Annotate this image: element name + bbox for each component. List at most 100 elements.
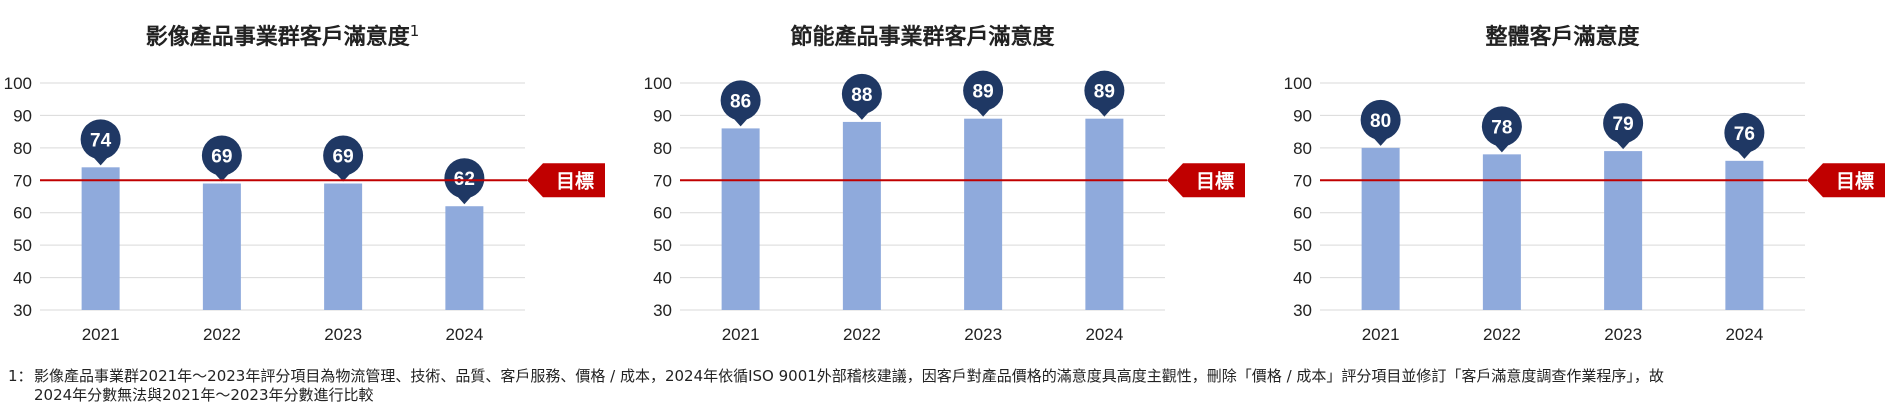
bar bbox=[1482, 154, 1521, 310]
target-flag: 目標 bbox=[1807, 163, 1885, 198]
data-label-pin: 88 bbox=[841, 73, 882, 120]
data-label: 89 bbox=[1094, 82, 1115, 103]
data-label-pin: 79 bbox=[1603, 103, 1644, 150]
y-tick-label: 80 bbox=[13, 139, 32, 158]
x-tick-label: 2023 bbox=[964, 325, 1002, 344]
data-label: 79 bbox=[1613, 114, 1634, 135]
pin-circle bbox=[963, 70, 1004, 111]
chart-svg: 影像產品事業群客戶滿意度1 30 40 50 60 70 80 90 100 2021 74 2022… bbox=[4, 22, 605, 344]
bar bbox=[202, 183, 241, 310]
chart-title: 節能產品事業群客戶滿意度 bbox=[790, 24, 1055, 50]
data-label-pin: 76 bbox=[1724, 112, 1765, 159]
data-label: 76 bbox=[1734, 124, 1755, 145]
x-tick-label: 2024 bbox=[445, 325, 483, 344]
bar bbox=[842, 121, 881, 311]
chart-title-text: 影像產品事業群客戶滿意度 bbox=[146, 24, 411, 50]
x-tick-label: 2022 bbox=[843, 325, 881, 344]
pin-circle bbox=[1360, 99, 1401, 140]
y-tick-label: 80 bbox=[653, 139, 672, 158]
y-tick-label: 100 bbox=[644, 74, 672, 93]
footnote-line2: 2024年分數無法與2021年～2023年分數進行比較 bbox=[34, 386, 374, 404]
pin-circle bbox=[444, 158, 485, 199]
target-flag: 目標 bbox=[527, 163, 605, 198]
x-tick-label: 2024 bbox=[1725, 325, 1763, 344]
target-label: 目標 bbox=[556, 169, 594, 192]
pin-circle bbox=[1724, 112, 1765, 153]
pin-circle bbox=[1481, 106, 1522, 147]
y-tick-label: 90 bbox=[1293, 106, 1312, 125]
y-tick-label: 50 bbox=[1293, 236, 1312, 255]
bar bbox=[324, 183, 363, 310]
pin-circle bbox=[1603, 103, 1644, 144]
target-flag-shape bbox=[1167, 163, 1245, 198]
y-tick-label: 90 bbox=[653, 106, 672, 125]
data-label-pin: 89 bbox=[963, 70, 1004, 117]
y-tick-label: 60 bbox=[1293, 204, 1312, 223]
pin-circle bbox=[201, 135, 242, 176]
target-label: 目標 bbox=[1196, 169, 1234, 192]
chart-title: 整體客戶滿意度 bbox=[1485, 24, 1640, 50]
pin-circle bbox=[323, 135, 364, 176]
pin-circle bbox=[1084, 70, 1125, 111]
x-tick-label: 2021 bbox=[82, 325, 120, 344]
bar bbox=[1085, 118, 1124, 311]
pin-circle bbox=[80, 119, 121, 160]
x-tick-label: 2023 bbox=[1604, 325, 1642, 344]
data-label: 89 bbox=[973, 82, 994, 103]
chart-imaging-satisfaction: 影像產品事業群客戶滿意度1 30 40 50 60 70 80 90 100 2021 74 2022… bbox=[0, 0, 610, 360]
y-tick-label: 40 bbox=[1293, 269, 1312, 288]
y-tick-label: 40 bbox=[653, 269, 672, 288]
data-label: 74 bbox=[90, 130, 112, 151]
chart-energy-satisfaction: 節能產品事業群客戶滿意度 30 40 50 60 70 80 90 100 2021 86 2022 8… bbox=[640, 0, 1250, 360]
x-tick-label: 2024 bbox=[1085, 325, 1123, 344]
data-label-pin: 89 bbox=[1084, 70, 1125, 117]
bar bbox=[721, 128, 760, 310]
data-label: 69 bbox=[211, 147, 232, 168]
chart-title-text: 整體客戶滿意度 bbox=[1485, 24, 1640, 50]
data-label-pin: 69 bbox=[201, 135, 242, 182]
y-tick-label: 70 bbox=[1293, 171, 1312, 190]
chart-svg: 整體客戶滿意度 30 40 50 60 70 80 90 100 2021 80 2022 78 2023… bbox=[1284, 24, 1885, 344]
y-tick-label: 100 bbox=[1284, 74, 1312, 93]
y-tick-label: 30 bbox=[1293, 301, 1312, 320]
x-tick-label: 2021 bbox=[722, 325, 760, 344]
y-tick-label: 40 bbox=[13, 269, 32, 288]
target-label: 目標 bbox=[1836, 169, 1874, 192]
y-tick-label: 70 bbox=[13, 171, 32, 190]
pin-circle bbox=[720, 80, 761, 121]
y-tick-label: 80 bbox=[1293, 139, 1312, 158]
data-label-pin: 74 bbox=[80, 119, 121, 166]
y-tick-label: 30 bbox=[653, 301, 672, 320]
bar bbox=[445, 206, 484, 310]
y-tick-label: 90 bbox=[13, 106, 32, 125]
pin-circle bbox=[841, 73, 882, 114]
data-label: 69 bbox=[333, 147, 354, 168]
data-label: 78 bbox=[1491, 117, 1512, 138]
data-label-pin: 69 bbox=[323, 135, 364, 182]
data-label-pin: 78 bbox=[1481, 106, 1522, 153]
data-label: 86 bbox=[730, 91, 751, 112]
data-label: 80 bbox=[1370, 111, 1391, 132]
bar bbox=[81, 167, 120, 310]
target-flag-shape bbox=[1807, 163, 1885, 198]
y-tick-label: 50 bbox=[13, 236, 32, 255]
chart-title-superscript: 1 bbox=[410, 22, 420, 40]
x-tick-label: 2022 bbox=[203, 325, 241, 344]
footnote-marker: 1： bbox=[8, 367, 33, 385]
y-tick-label: 100 bbox=[4, 74, 32, 93]
chart-title-text: 節能產品事業群客戶滿意度 bbox=[790, 24, 1055, 50]
chart-overall-satisfaction: 整體客戶滿意度 30 40 50 60 70 80 90 100 2021 80 2022 78 2023… bbox=[1280, 0, 1896, 360]
data-label-pin: 80 bbox=[1360, 99, 1401, 146]
y-tick-label: 50 bbox=[653, 236, 672, 255]
bar bbox=[964, 118, 1003, 311]
x-tick-label: 2021 bbox=[1362, 325, 1400, 344]
y-tick-label: 60 bbox=[13, 204, 32, 223]
y-tick-label: 30 bbox=[13, 301, 32, 320]
x-tick-label: 2023 bbox=[324, 325, 362, 344]
bar bbox=[1604, 151, 1643, 310]
target-flag-shape bbox=[527, 163, 605, 198]
data-label-pin: 86 bbox=[720, 80, 761, 127]
footnote-line1: 影像產品事業群2021年～2023年評分項目為物流管理、技術、品質、客戶服務、價… bbox=[34, 367, 1664, 385]
bar bbox=[1361, 147, 1400, 310]
bar bbox=[1725, 160, 1764, 310]
